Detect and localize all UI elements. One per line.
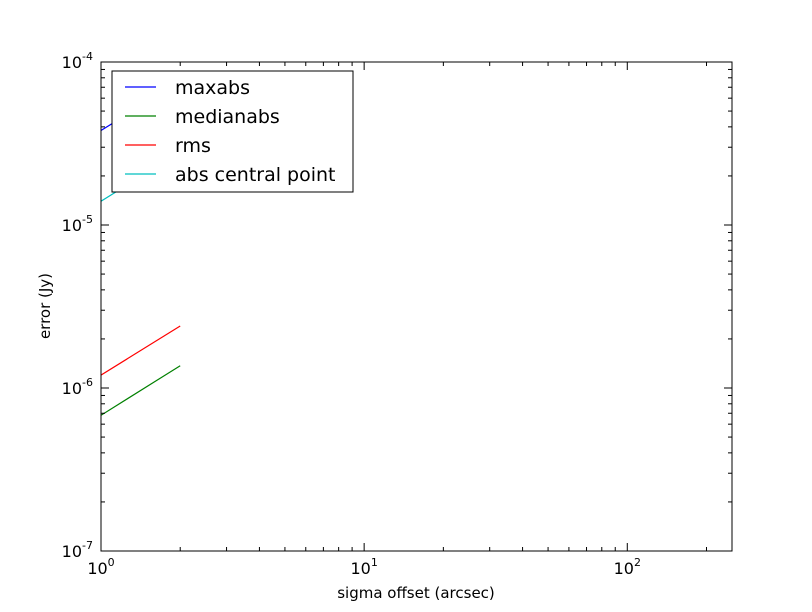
- y-tick-label: 10-6: [62, 376, 93, 398]
- y-axis-label: error (Jy): [36, 273, 54, 339]
- series-line-rms: [101, 325, 181, 376]
- legend: maxabs medianabs rms abs central point: [111, 70, 354, 193]
- y-tick-label: 10-5: [62, 213, 93, 235]
- plot-frame: [100, 61, 733, 552]
- ticks-layer: [100, 61, 732, 552]
- x-tick-label: 100: [87, 556, 114, 578]
- x-axis-label: sigma offset (arcsec): [337, 584, 495, 602]
- legend-label: abs central point: [175, 164, 336, 186]
- legend-label: maxabs: [175, 77, 250, 99]
- legend-box: [111, 70, 354, 193]
- y-tick-label: 10-4: [62, 50, 93, 72]
- tick-labels-layer: 100 101 102 10-7 10-6 10-5 10-4: [62, 50, 641, 578]
- series-line-medianabs: [101, 365, 181, 416]
- legend-label: medianabs: [175, 106, 280, 128]
- y-tick-label: 10-7: [62, 539, 93, 561]
- x-tick-label: 101: [350, 556, 377, 578]
- legend-label: rms: [175, 135, 211, 157]
- x-tick-label: 102: [614, 556, 641, 578]
